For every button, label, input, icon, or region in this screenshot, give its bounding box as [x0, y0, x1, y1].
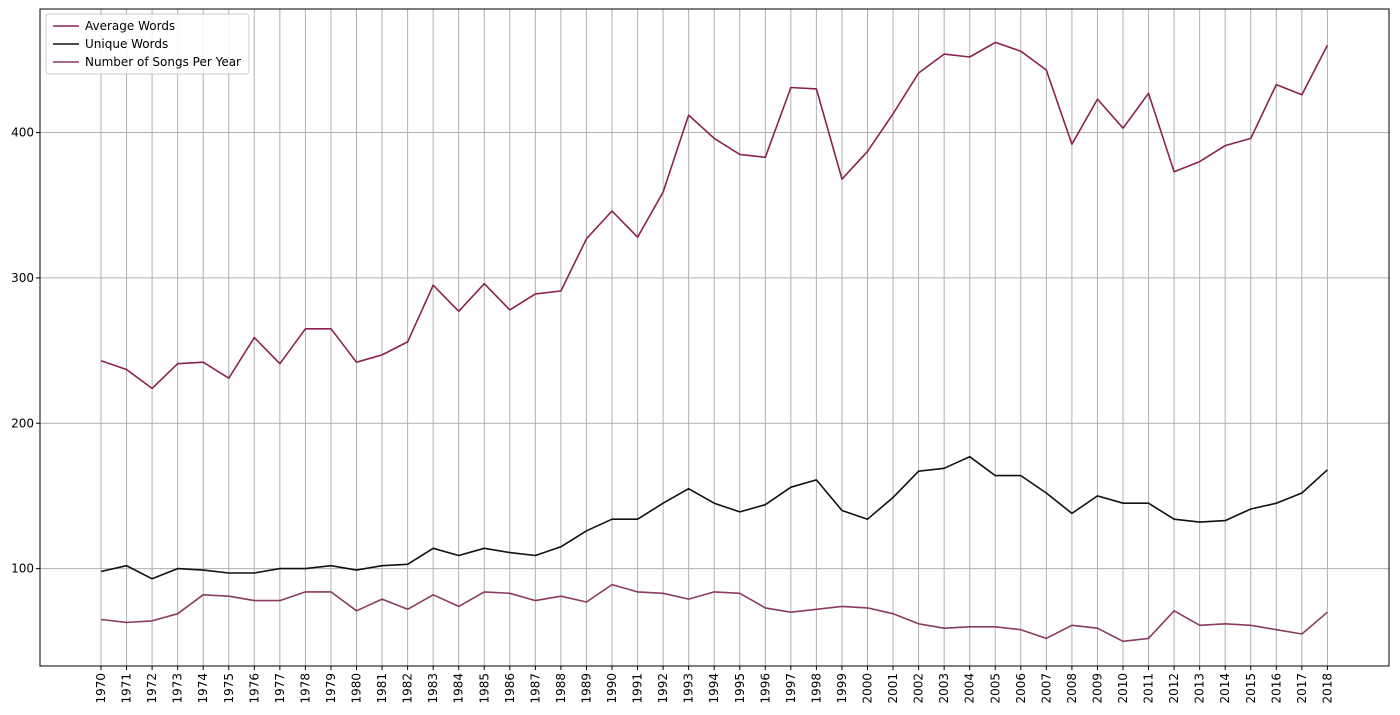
x-tick-label: 1972 — [145, 673, 159, 704]
x-tick-label: 1988 — [554, 673, 568, 704]
x-tick-label: 1999 — [835, 673, 849, 704]
x-tick-label: 1989 — [579, 673, 593, 704]
x-tick-label: 2012 — [1167, 673, 1181, 704]
legend-box — [45, 13, 250, 75]
x-tick-label: 2015 — [1244, 673, 1258, 704]
x-tick-label: 1995 — [733, 673, 747, 704]
y-tick-label: 200 — [11, 416, 34, 430]
legend-label: Unique Words — [85, 37, 168, 51]
axes: 1970 1971 1972 1973 1974 1975 1976 1977 1978 1979… — [11, 126, 1334, 704]
x-tick-label: 2002 — [912, 673, 926, 704]
x-tick-label: 1987 — [528, 673, 542, 704]
series-line-2 — [100, 583, 1328, 643]
x-tick-label: 2000 — [861, 673, 875, 704]
x-tick-label: 2008 — [1065, 673, 1079, 704]
x-tick-label: 1984 — [452, 673, 466, 704]
x-tick-label: 2001 — [886, 673, 900, 704]
y-tick-label: 100 — [11, 562, 34, 576]
x-tick-label: 1981 — [375, 673, 389, 704]
x-tick-label: 2013 — [1193, 673, 1207, 704]
x-tick-label: 1991 — [631, 673, 645, 704]
x-tick-label: 1978 — [298, 673, 312, 704]
x-tick-label: 1993 — [682, 673, 696, 704]
x-tick-label: 1975 — [222, 673, 236, 704]
x-tick-label: 1977 — [273, 673, 287, 704]
x-tick-label: 1994 — [707, 673, 721, 704]
x-tick-label: 2011 — [1142, 673, 1156, 704]
x-tick-label: 2005 — [988, 673, 1002, 704]
x-tick-label: 1985 — [477, 673, 491, 704]
x-tick-label: 1976 — [247, 673, 261, 704]
x-tick-label: 2003 — [937, 673, 951, 704]
x-tick-label: 2009 — [1090, 673, 1104, 704]
x-tick-label: 1971 — [120, 673, 134, 704]
x-tick-label: 2007 — [1039, 673, 1053, 704]
x-tick-label: 1992 — [656, 673, 670, 704]
x-tick-label: 2004 — [963, 673, 977, 704]
x-tick-label: 2018 — [1320, 673, 1334, 704]
grid-lines — [40, 9, 1389, 666]
x-tick-label: 1979 — [324, 673, 338, 704]
y-tick-label: 300 — [11, 271, 34, 285]
series-line-0 — [100, 41, 1329, 390]
x-tick-label: 2014 — [1218, 673, 1232, 704]
y-tick-label: 400 — [11, 126, 34, 140]
x-tick-label: 1986 — [503, 673, 517, 704]
series-line-1 — [100, 455, 1328, 580]
x-tick-label: 1970 — [94, 673, 108, 704]
x-tick-label: 1990 — [605, 673, 619, 704]
x-tick-label: 2010 — [1116, 673, 1130, 704]
x-tick-label: 2017 — [1295, 673, 1309, 704]
x-tick-label: 1974 — [196, 673, 210, 704]
x-tick-label: 1982 — [401, 673, 415, 704]
legend: Average Words Unique Words Number of Songs… — [45, 13, 250, 75]
x-tick-label: 1973 — [171, 673, 185, 704]
legend-label: Number of Songs Per Year — [85, 55, 241, 69]
x-tick-label: 1983 — [426, 673, 440, 704]
legend-label: Average Words — [85, 19, 175, 33]
x-tick-label: 2006 — [1014, 673, 1028, 704]
x-tick-label: 1996 — [758, 673, 772, 704]
x-tick-label: 2016 — [1269, 673, 1283, 704]
x-tick-label: 1997 — [784, 673, 798, 704]
series-lines — [100, 41, 1329, 643]
x-tick-label: 1980 — [350, 673, 364, 704]
x-tick-label: 1998 — [809, 673, 823, 704]
